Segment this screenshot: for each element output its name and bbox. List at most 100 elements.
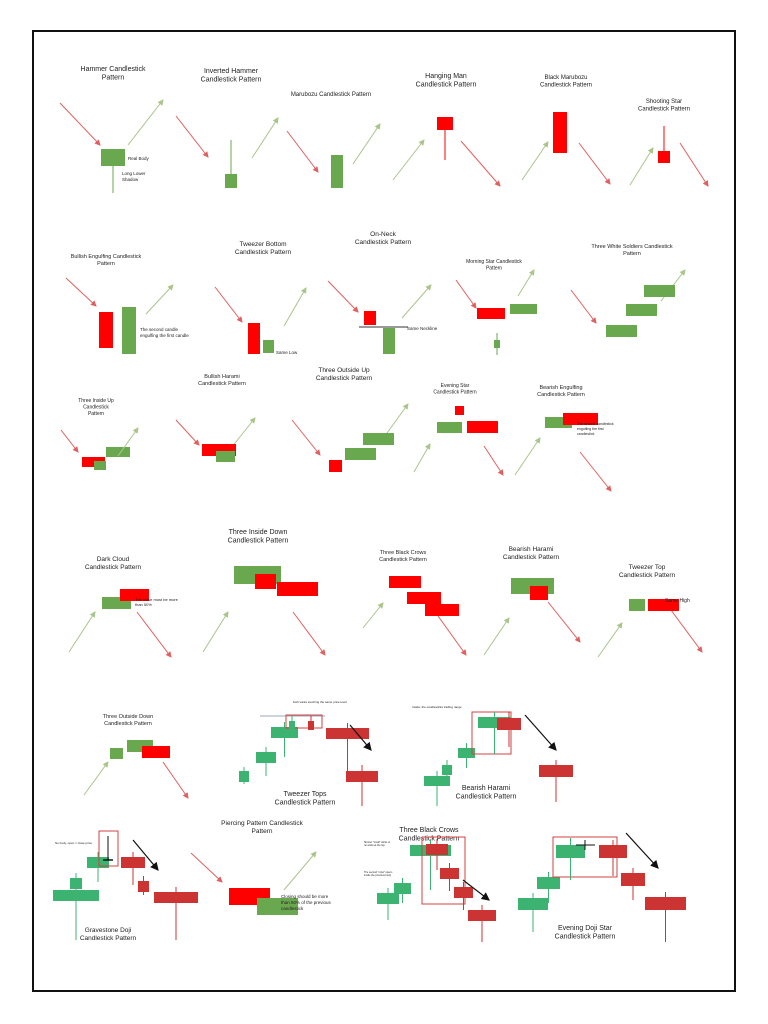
trend-arrow-down xyxy=(175,115,209,158)
trend-arrow-up xyxy=(629,147,654,186)
panel-title: Candlestick Pattern xyxy=(540,83,592,89)
panel-title: Pattern xyxy=(623,251,641,257)
panel-black-marubozu: Black Marubozu Candlestick Pattern xyxy=(521,75,611,185)
panel-three-black-crows-2: Three Black Crows Candlestick Pattern Shor… xyxy=(364,827,496,942)
panel-title: Shooting Star xyxy=(646,99,682,105)
candle-body xyxy=(626,304,657,316)
candle-body xyxy=(426,844,448,855)
candle-body xyxy=(530,586,548,600)
trend-arrow-down xyxy=(570,289,597,324)
candle-body xyxy=(255,574,276,589)
candle-body xyxy=(394,883,411,894)
panel-title: Pattern xyxy=(88,411,104,417)
trend-arrow-down xyxy=(327,280,359,313)
panel-title: Morning Star Candlestick xyxy=(466,259,522,265)
trend-arrow-up xyxy=(352,123,381,165)
panel-title: Three Inside Up xyxy=(78,398,114,404)
panel-title: Three Outside Down xyxy=(103,714,153,720)
panel-title: Candlestick Pattern xyxy=(379,557,427,563)
panel-title: Three Black Crows xyxy=(380,550,427,556)
candle-body xyxy=(345,448,376,460)
panel-note: Closing should be more xyxy=(281,894,329,899)
candle-body xyxy=(644,285,675,297)
panel-title: Candlestick Pattern xyxy=(433,390,477,396)
panel-note: The second candle xyxy=(140,327,179,332)
candle-body xyxy=(364,311,376,325)
candle-body xyxy=(120,589,149,601)
panel-title: Pattern xyxy=(97,261,115,267)
panel-title: Candlestick Pattern xyxy=(355,239,412,246)
panel-title: Bearish Harami xyxy=(509,546,554,553)
panel-note: The second candlestick xyxy=(577,422,614,426)
panel-title: Pattern xyxy=(252,828,273,835)
candle-body xyxy=(110,748,123,759)
candle-body xyxy=(537,877,560,889)
panel-title: Pattern xyxy=(486,266,502,272)
trend-arrow-up xyxy=(127,99,164,146)
candle-body xyxy=(326,728,369,739)
highlight-box xyxy=(471,711,512,755)
candle-body xyxy=(658,151,670,163)
candle-body xyxy=(545,417,572,428)
panel-title: Inverted Hammer xyxy=(204,68,259,75)
panel-note: Same Low xyxy=(276,350,298,355)
candle-body xyxy=(225,174,237,188)
panel-hammer: Hammer Candlestick Pattern Real Body Long L… xyxy=(59,66,164,193)
panel-note: than 50% of the previous xyxy=(281,900,332,905)
panel-tweezer-tops: Tweezer Tops Candlestick Pattern both wick… xyxy=(239,700,378,807)
panel-note: engulfing the first candle xyxy=(140,333,189,338)
panel-title: Bullish Harami xyxy=(204,374,239,380)
panel-title: Dark Cloud xyxy=(97,556,130,563)
panel-note: Shorter "small" wicks or xyxy=(364,841,390,844)
trend-arrow-down xyxy=(578,142,611,185)
panel-title: Candlestick Pattern xyxy=(80,935,137,942)
highlight-box xyxy=(421,836,466,905)
panel-title: Hanging Man xyxy=(425,73,467,80)
panel-title: Candlestick Pattern xyxy=(228,538,289,545)
panel-title: Tweezer Top xyxy=(629,564,666,571)
panel-title: Candlestick Pattern xyxy=(104,721,152,727)
candle-body xyxy=(467,421,498,433)
trend-arrow-up xyxy=(283,287,307,327)
panel-title: Three Inside Down xyxy=(229,529,288,536)
highlight-box xyxy=(98,830,119,867)
panel-title: Three Outside Up xyxy=(318,367,370,374)
panel-title: Candlestick Pattern xyxy=(235,249,292,256)
candle-body xyxy=(138,881,149,892)
candle-body xyxy=(87,857,109,868)
panel-title: Black Marubozu xyxy=(544,75,587,81)
candle-body xyxy=(101,149,125,166)
candle-body xyxy=(346,771,378,782)
candle-body xyxy=(363,433,394,445)
trend-arrow-up xyxy=(145,284,174,315)
panel-note: Long Lower xyxy=(122,171,146,176)
candle-body xyxy=(271,727,298,738)
trend-arrow-down xyxy=(292,611,326,656)
candle-body xyxy=(256,752,276,763)
candle-body xyxy=(53,890,99,901)
panel-title: Pattern xyxy=(102,75,125,82)
panel-inverted-hammer: Inverted Hammer Candlestick Pattern xyxy=(175,68,279,188)
candle-body xyxy=(497,718,521,730)
panel-title: Bearish Harami xyxy=(462,785,511,792)
trend-arrow-down xyxy=(460,140,501,187)
trend-arrow-up xyxy=(117,427,139,457)
candle-body xyxy=(424,776,450,786)
trend-arrow-black xyxy=(132,839,159,871)
trend-arrow-up xyxy=(83,761,109,796)
panel-bearish-harami-2: Bearish Harami Candlestick Pattern Inside:… xyxy=(412,705,573,806)
panel-title: Piercing Pattern Candlestick xyxy=(221,820,303,827)
candle-body xyxy=(248,323,260,354)
candle-body xyxy=(599,845,627,858)
candle-body xyxy=(70,878,82,889)
trend-arrow-black xyxy=(625,832,659,869)
